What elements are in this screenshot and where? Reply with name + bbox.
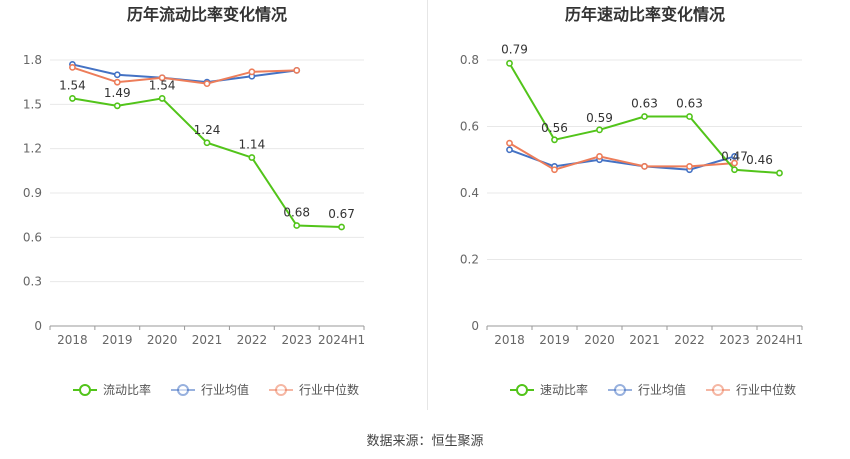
legend-label: 行业均值	[201, 382, 249, 397]
data-label: 0.59	[586, 111, 613, 125]
x-tick-label: 2019	[102, 333, 133, 347]
legend-label: 速动比率	[540, 382, 588, 397]
x-tick-label: 2018	[57, 333, 88, 347]
legend-label: 流动比率	[103, 382, 151, 397]
x-tick-label: 2020	[147, 333, 178, 347]
data-label: 0.79	[501, 42, 528, 56]
series-line	[509, 148, 735, 171]
y-tick-label: 0.9	[23, 186, 42, 200]
y-tick-label: 0	[471, 319, 479, 333]
data-label: 0.47	[721, 150, 748, 164]
legend-label: 行业均值	[638, 382, 686, 397]
chart-title: 历年速动比率变化情况	[565, 5, 725, 24]
series-line	[508, 142, 735, 171]
legend-item: 行业均值	[171, 382, 249, 397]
legend-swatch-marker	[614, 384, 626, 396]
data-point	[113, 71, 121, 79]
data-point	[731, 153, 738, 160]
chart-title: 历年流动比率变化情况	[127, 5, 287, 24]
panel-divider	[427, 0, 428, 410]
x-tick-label: 2022	[674, 333, 705, 347]
legend-label: 行业中位数	[736, 382, 796, 397]
data-point	[203, 80, 211, 88]
data-label: 0.68	[283, 206, 310, 220]
x-tick-label: 2023	[719, 333, 750, 347]
legend-label: 行业中位数	[299, 382, 359, 397]
legend-item: 流动比率	[73, 382, 151, 397]
data-point	[686, 162, 693, 170]
data-point	[113, 102, 121, 110]
y-tick-label: 0.4	[460, 186, 479, 200]
data-label: 0.63	[676, 97, 703, 111]
data-point	[248, 68, 256, 76]
data-label: 1.54	[149, 78, 176, 92]
data-point	[731, 159, 738, 167]
y-tick-label: 1.5	[23, 97, 42, 111]
x-tick-label: 2024H1	[318, 333, 365, 347]
y-tick-label: 1.8	[23, 53, 42, 67]
data-point	[338, 223, 345, 231]
y-tick-label: 0.6	[23, 230, 42, 244]
legend-item: 速动比率	[510, 382, 588, 397]
legend-swatch-marker	[275, 384, 287, 396]
data-point	[293, 66, 301, 74]
data-point	[69, 95, 76, 102]
x-tick-label: 2018	[494, 333, 525, 347]
data-label: 0.63	[631, 97, 658, 111]
data-point	[686, 113, 693, 120]
series-line	[72, 66, 297, 85]
data-point	[596, 126, 603, 134]
y-tick-label: 0	[34, 319, 42, 333]
data-point	[69, 63, 76, 71]
data-source-note: 数据来源：恒生聚源	[366, 434, 484, 449]
y-tick-label: 1.2	[23, 142, 42, 156]
data-label: 1.24	[194, 123, 221, 137]
y-tick-label: 0.2	[460, 253, 479, 267]
data-point	[506, 139, 513, 147]
data-point	[776, 169, 783, 177]
x-tick-label: 2019	[539, 333, 570, 347]
data-point	[293, 222, 301, 229]
legend-item: 行业中位数	[269, 382, 359, 397]
data-point	[641, 113, 648, 120]
data-point	[203, 139, 211, 147]
legend-swatch-marker	[712, 384, 724, 396]
data-point	[731, 166, 738, 174]
data-point	[551, 136, 558, 144]
x-tick-label: 2021	[629, 333, 660, 347]
data-point	[641, 162, 648, 170]
x-tick-label: 2023	[281, 333, 312, 347]
x-tick-label: 2022	[237, 333, 268, 347]
y-tick-label: 0.8	[460, 53, 479, 67]
data-point	[551, 166, 558, 174]
data-point	[248, 154, 256, 161]
legend-swatch-marker	[177, 384, 189, 396]
chart-1: 历年流动比率变化情况 0 0.3 0.6 0.9 1.2 1.5 1.8 2018 2019 202…	[23, 5, 365, 397]
data-label: 0.67	[328, 207, 355, 221]
legend-swatch-marker	[516, 384, 528, 396]
data-label: 1.49	[104, 86, 131, 100]
x-tick-label: 2020	[584, 333, 615, 347]
x-tick-label: 2021	[192, 333, 223, 347]
legend-item: 行业均值	[608, 382, 686, 397]
data-label: 1.14	[238, 138, 265, 152]
legend-swatch-marker	[79, 384, 91, 396]
data-point	[596, 153, 603, 160]
y-tick-label: 0.6	[460, 120, 479, 134]
data-point	[158, 74, 166, 82]
x-tick-label: 2024H1	[756, 333, 803, 347]
data-point	[506, 146, 513, 154]
data-point	[506, 59, 513, 67]
data-point	[113, 78, 121, 86]
data-label: 1.54	[59, 78, 86, 92]
data-label: 0.56	[541, 121, 568, 135]
data-point	[158, 95, 166, 102]
y-tick-label: 0.3	[23, 275, 42, 289]
legend-item: 行业中位数	[706, 382, 796, 397]
chart-2: 历年速动比率变化情况 0 0.2 0.4 0.6 0.8 2018 2019 2020 2021 2…	[460, 5, 803, 397]
data-label: 0.46	[746, 153, 773, 167]
